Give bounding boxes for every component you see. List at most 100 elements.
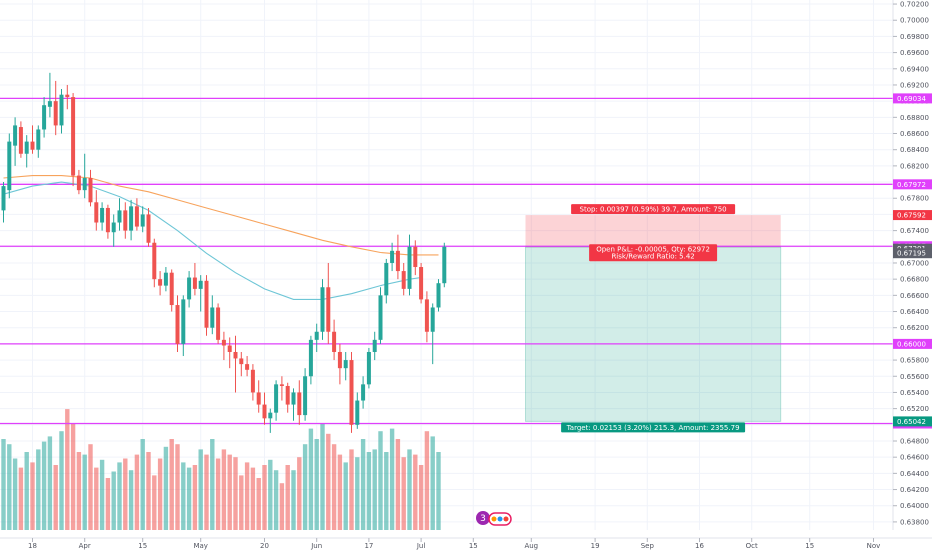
volume-bar: [53, 465, 58, 530]
candle-body: [372, 339, 377, 352]
candle-body: [221, 339, 226, 346]
axis-price-label: 0.67592: [897, 212, 926, 220]
volume-bar: [401, 457, 406, 530]
volume-bar: [94, 467, 99, 530]
volume-bar: [418, 465, 424, 530]
candle-body: [140, 214, 145, 227]
price-axis[interactable]: 0.70200 0.70000 0.69800 0.69600 0.69400 0.692…: [893, 1, 929, 527]
price-tick-label: 0.64000: [900, 502, 929, 510]
candle-body: [175, 305, 180, 344]
candle-body: [285, 385, 290, 405]
horizontal-line-price-tag: [893, 338, 932, 349]
symbol-badge[interactable]: 3: [476, 511, 512, 526]
price-tick-label: 0.66400: [900, 308, 929, 316]
volume-bar: [436, 452, 441, 530]
candle-body: [233, 351, 238, 359]
price-tick-label: 0.65400: [900, 389, 929, 397]
volume-bar: [349, 449, 354, 530]
candle-body: [384, 262, 389, 296]
moving-average-line-blue: [3, 181, 422, 300]
candle-body: [361, 384, 366, 401]
candle-body: [308, 339, 313, 377]
time-tick-label: 16: [695, 542, 704, 550]
candle-body: [169, 272, 174, 306]
candle-body: [291, 392, 296, 405]
horizontal-line-price-label: 0.69034: [897, 95, 926, 103]
time-tick-label: 19: [591, 542, 600, 550]
candle-body: [239, 358, 244, 365]
candle-body: [424, 299, 429, 332]
candle-body: [436, 283, 441, 308]
candle-body: [71, 97, 76, 176]
volume-bar: [384, 452, 389, 530]
time-axis[interactable]: 18 Apr 15 May 20 Jun 17 Jul 15 Aug 19 Sep 16 Oct 15 Nov: [28, 538, 880, 550]
price-tick-label: 0.65600: [900, 373, 929, 381]
candle-body: [326, 287, 331, 332]
horizontal-line-price-tag: [893, 179, 932, 190]
volume-bar: [18, 467, 24, 530]
price-tick-label: 0.68600: [900, 130, 929, 138]
price-tick-label: 0.69400: [900, 65, 929, 73]
price-tick-label: 0.65800: [900, 357, 929, 365]
candle-body: [250, 369, 255, 393]
candle-body: [18, 127, 23, 154]
volume-bar: [82, 454, 87, 530]
volume-bar: [134, 454, 140, 530]
candle-body: [13, 125, 18, 146]
volume-bar: [123, 458, 128, 530]
candle-body: [123, 210, 128, 231]
candle-body: [158, 279, 163, 286]
volume-bar: [88, 444, 93, 530]
candle-body: [53, 101, 58, 126]
long-short-position-tool[interactable]: [525, 215, 782, 422]
volume-bar: [41, 441, 47, 530]
candle-body: [88, 178, 93, 203]
volume-bar: [343, 462, 348, 530]
volume-bars: [1, 409, 441, 530]
candle-body: [279, 384, 284, 386]
price-tick-label: 0.67000: [900, 259, 929, 267]
volume-bar: [221, 449, 227, 530]
volume-bar: [302, 444, 308, 530]
volume-bar: [250, 467, 256, 530]
volume-bar: [7, 444, 12, 530]
volume-bar: [140, 439, 145, 530]
volume-bar: [366, 452, 372, 530]
candle-body: [36, 129, 41, 150]
volume-bar: [175, 444, 180, 530]
time-tick-label: Oct: [746, 542, 758, 550]
price-tick-label: 0.64600: [900, 454, 929, 462]
price-tick-label: 0.69200: [900, 81, 929, 89]
volume-bar: [256, 478, 261, 530]
axis-price-label: 0.65042: [897, 418, 926, 426]
volume-bar: [308, 428, 314, 530]
price-tick-label: 0.64200: [900, 486, 929, 494]
price-tick-label: 0.65200: [900, 405, 929, 413]
price-tick-label: 0.66800: [900, 276, 929, 284]
candle-body: [227, 345, 232, 352]
candle-body: [59, 94, 64, 126]
volume-bar: [378, 431, 383, 530]
volume-bar: [395, 439, 401, 530]
time-tick-label: Jun: [310, 542, 322, 550]
target-zone: [525, 245, 782, 422]
candle-body: [42, 105, 47, 130]
volume-bar: [70, 423, 76, 530]
volume-bar: [244, 462, 250, 530]
horizontal-line-price-label: 0.67972: [897, 181, 926, 189]
price-tick-label: 0.64400: [900, 470, 929, 478]
candle-body: [430, 307, 435, 332]
time-tick-label: Apr: [79, 542, 91, 550]
candle-body: [349, 360, 354, 425]
price-tick-label: 0.67800: [900, 195, 929, 203]
volume-bar: [152, 475, 157, 530]
axis-price-tag: [893, 210, 932, 221]
candle-body: [390, 250, 395, 263]
time-tick-label: Aug: [524, 542, 538, 550]
volume-bar: [355, 457, 360, 530]
volume-bar: [146, 452, 151, 530]
candle-body: [366, 351, 371, 385]
volume-bar: [291, 470, 296, 530]
